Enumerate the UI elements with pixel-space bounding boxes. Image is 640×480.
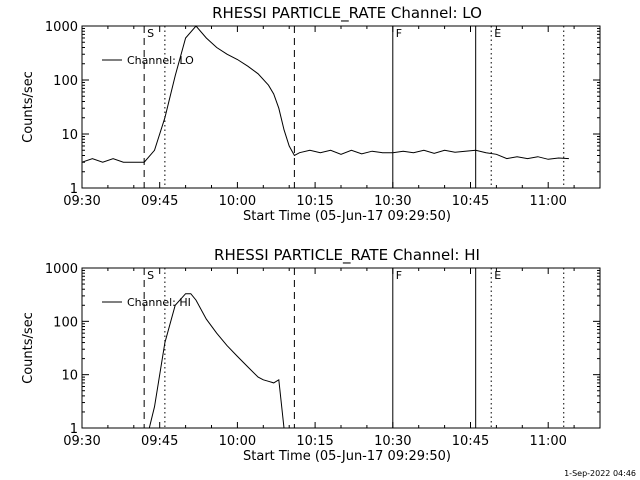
chart-title: RHESSI PARTICLE_RATE Channel: LO <box>212 4 482 23</box>
x-tick-label: 11:00 <box>529 434 566 449</box>
event-marker-label: F <box>396 269 402 282</box>
event-marker-label: F <box>396 27 402 40</box>
x-tick-label: 09:45 <box>141 434 178 449</box>
x-tick-label: 10:30 <box>374 434 411 449</box>
event-marker-label: S <box>147 27 154 40</box>
x-tick-label: 09:45 <box>141 194 178 209</box>
footer-timestamp: 1-Sep-2022 04:46 <box>564 469 636 478</box>
event-marker-label: E <box>494 269 501 282</box>
legend-label: Channel: LO <box>127 54 194 67</box>
plot-frame <box>81 25 601 189</box>
y-tick-label: 1000 <box>45 262 78 277</box>
y-tick-label: 100 <box>53 315 78 330</box>
x-tick-label: 10:30 <box>374 194 411 209</box>
series-line <box>81 25 569 163</box>
event-marker-label: E <box>494 27 501 40</box>
event-marker-label: S <box>147 269 154 282</box>
x-tick-label: 10:15 <box>296 434 333 449</box>
x-tick-label: 10:45 <box>452 434 489 449</box>
plot-frame <box>81 267 601 429</box>
y-tick-label: 1 <box>70 422 78 437</box>
x-tick-label: 10:45 <box>452 194 489 209</box>
x-tick-label: 10:15 <box>296 194 333 209</box>
series-line <box>148 293 285 429</box>
chart-panel-2: RHESSI PARTICLE_RATE Channel: HI 09:30 09:… <box>21 246 601 464</box>
y-tick-label: 1 <box>70 182 78 197</box>
y-tick-label: 100 <box>53 74 78 89</box>
chart-panel-1: RHESSI PARTICLE_RATE Channel: LO 09:30 09:… <box>21 4 601 224</box>
x-tick-label: 10:00 <box>219 434 256 449</box>
y-tick-label: 1000 <box>45 20 78 35</box>
x-tick-label: 09:30 <box>63 194 100 209</box>
x-axis-label: Start Time (05-Jun-17 09:29:50) <box>243 209 451 224</box>
x-tick-label: 11:00 <box>529 194 566 209</box>
x-tick-label: 10:00 <box>219 194 256 209</box>
chart-title: RHESSI PARTICLE_RATE Channel: HI <box>214 246 480 265</box>
x-axis-label: Start Time (05-Jun-17 09:29:50) <box>243 449 451 464</box>
y-axis-label: Counts/sec <box>21 71 36 143</box>
y-tick-label: 10 <box>61 369 78 384</box>
x-tick-label: 09:30 <box>63 434 100 449</box>
y-tick-label: 10 <box>61 128 78 143</box>
y-axis-label: Counts/sec <box>21 312 36 384</box>
